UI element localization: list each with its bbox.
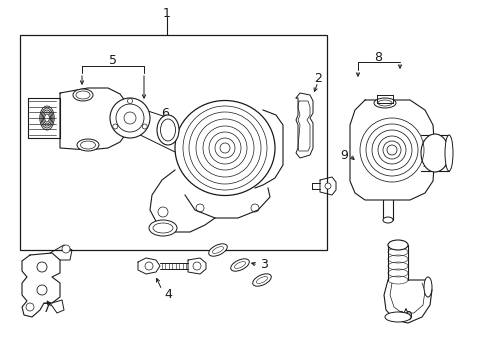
Text: 10: 10 (397, 310, 413, 324)
Circle shape (26, 303, 34, 311)
Circle shape (158, 207, 168, 217)
Ellipse shape (149, 220, 177, 236)
Text: 6: 6 (161, 107, 168, 120)
Ellipse shape (175, 100, 274, 195)
Circle shape (116, 104, 143, 132)
Ellipse shape (444, 135, 452, 171)
Ellipse shape (256, 276, 267, 283)
Ellipse shape (420, 134, 448, 172)
Ellipse shape (384, 312, 410, 322)
Text: 5: 5 (109, 54, 117, 67)
Text: 7: 7 (43, 302, 51, 315)
Ellipse shape (81, 141, 95, 149)
Circle shape (325, 183, 330, 189)
Ellipse shape (212, 247, 223, 253)
Text: 3: 3 (260, 258, 267, 271)
Circle shape (193, 262, 201, 270)
Ellipse shape (208, 244, 227, 256)
Circle shape (110, 98, 150, 138)
Ellipse shape (157, 115, 179, 145)
Circle shape (124, 112, 136, 124)
Text: 8: 8 (373, 50, 381, 63)
Text: 9: 9 (339, 149, 347, 162)
Ellipse shape (387, 240, 407, 250)
Ellipse shape (160, 119, 175, 141)
Text: 4: 4 (164, 288, 172, 301)
Circle shape (127, 99, 132, 104)
Circle shape (37, 262, 47, 272)
Circle shape (145, 262, 153, 270)
Ellipse shape (77, 139, 99, 151)
Text: 2: 2 (313, 72, 321, 85)
Ellipse shape (230, 259, 249, 271)
Ellipse shape (252, 274, 271, 286)
Ellipse shape (76, 91, 90, 99)
Text: 1: 1 (163, 6, 171, 19)
Ellipse shape (234, 262, 245, 269)
Circle shape (37, 285, 47, 295)
Circle shape (142, 124, 147, 129)
Bar (20, 35, 326, 250)
Ellipse shape (377, 100, 391, 106)
Circle shape (62, 245, 70, 253)
Circle shape (250, 204, 259, 212)
Ellipse shape (382, 217, 392, 223)
Ellipse shape (423, 277, 431, 297)
Ellipse shape (373, 98, 395, 108)
Ellipse shape (153, 223, 173, 233)
Circle shape (196, 204, 203, 212)
Ellipse shape (73, 89, 93, 101)
Circle shape (113, 124, 118, 129)
